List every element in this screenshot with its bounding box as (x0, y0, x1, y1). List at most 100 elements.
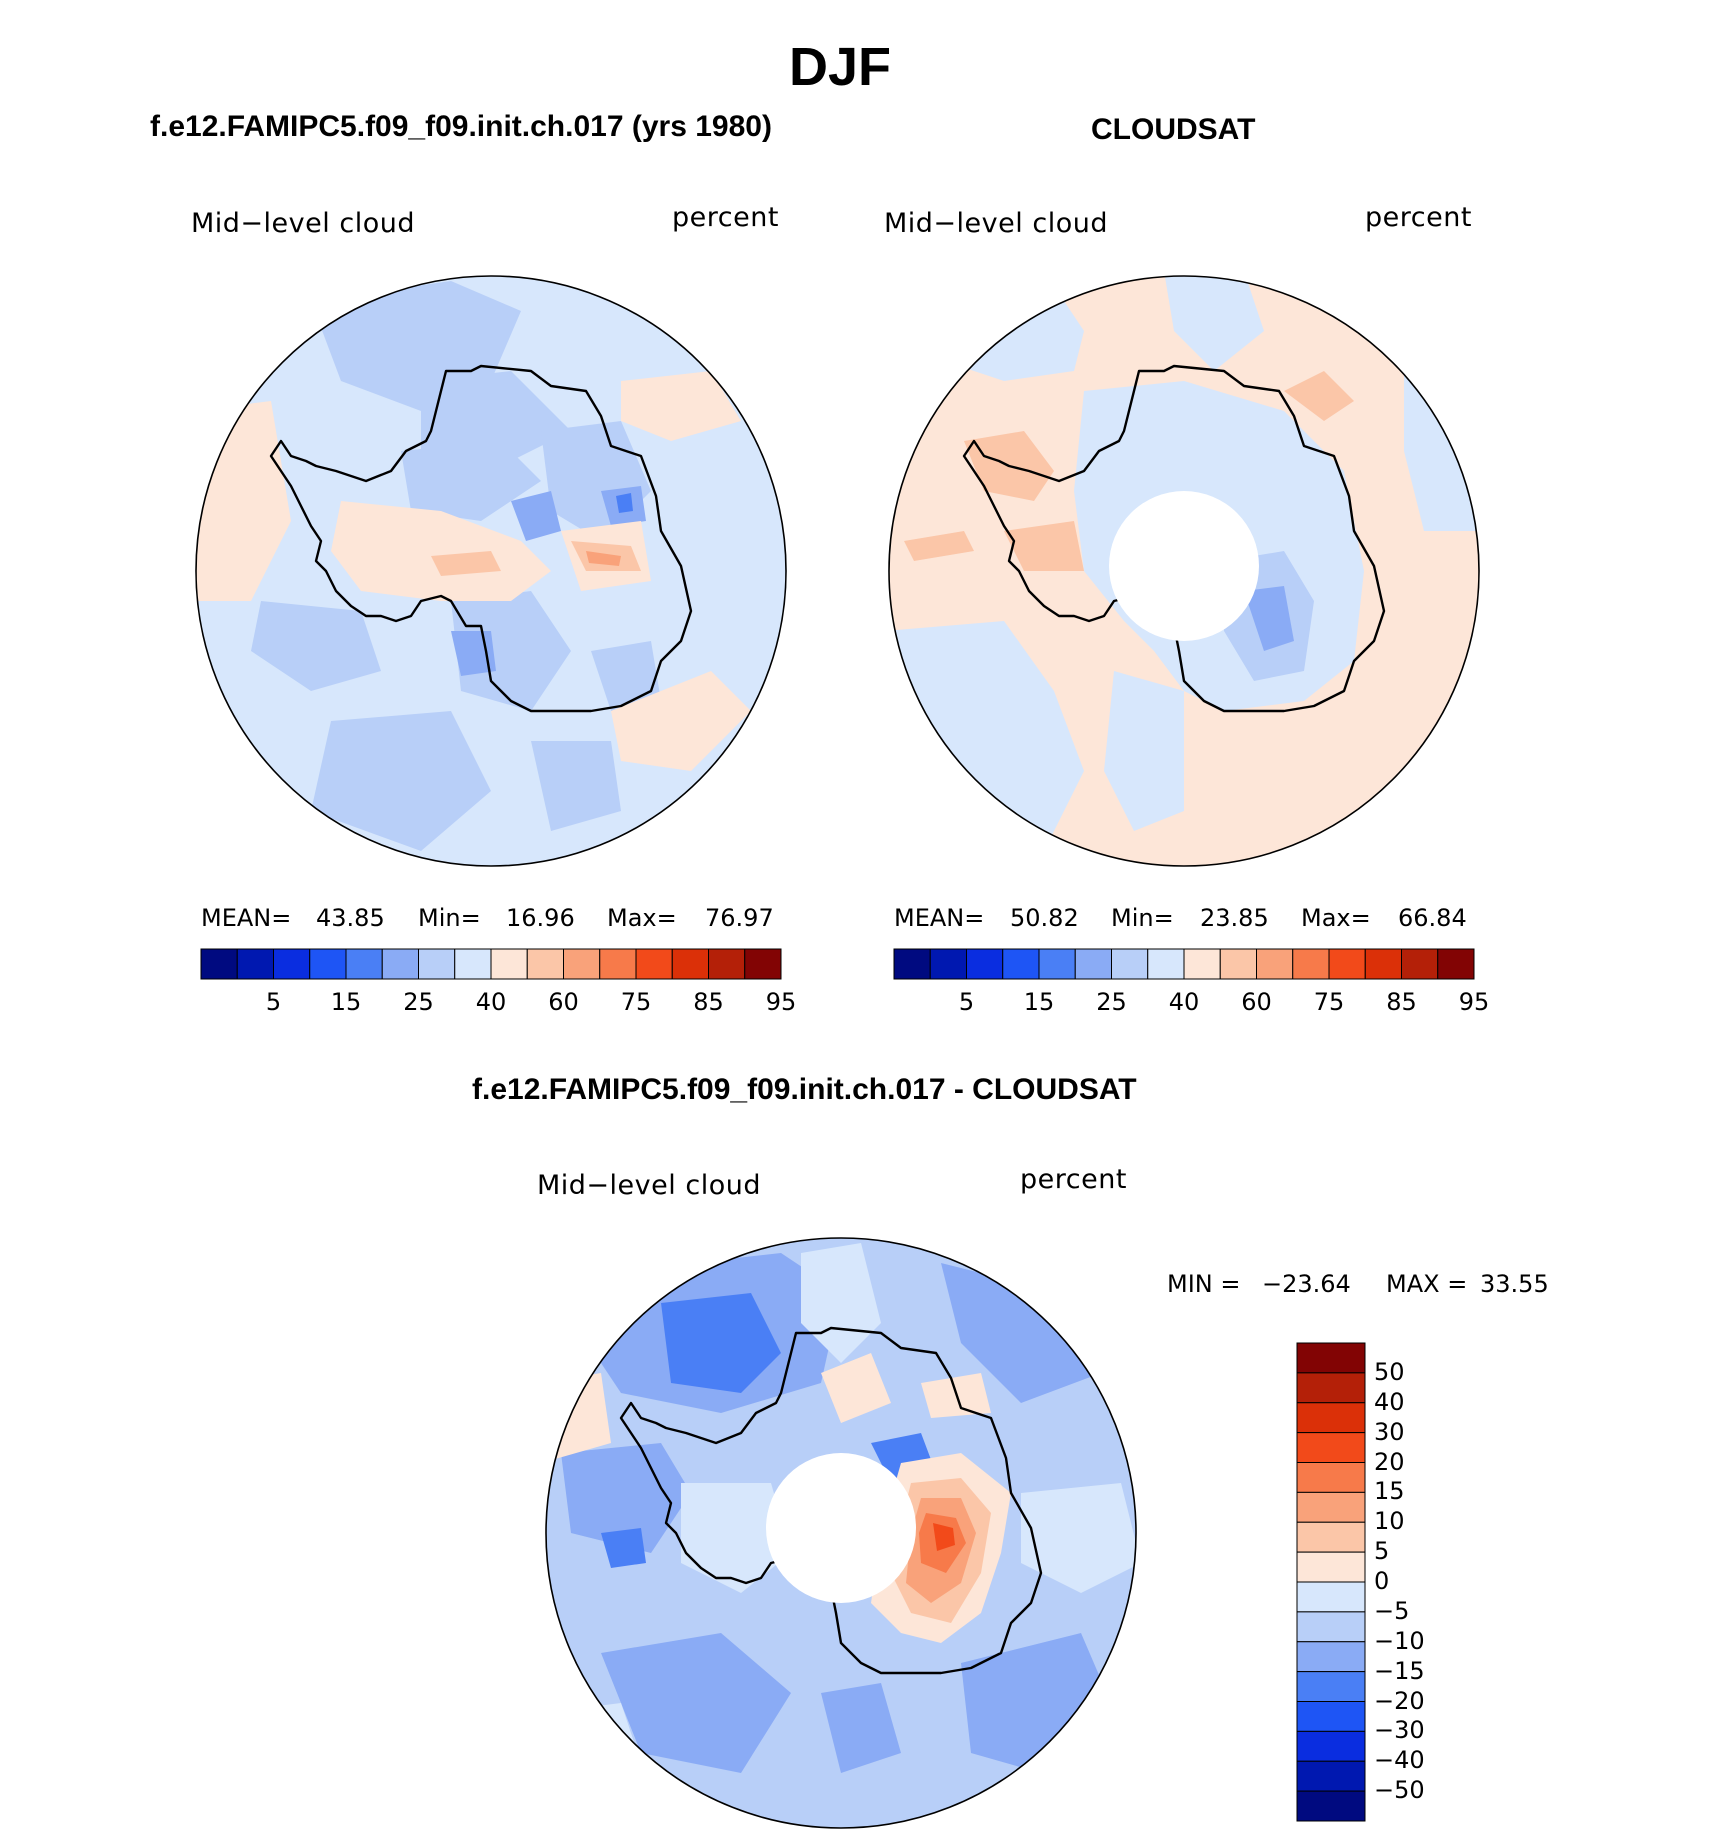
colorbar-model (200, 948, 782, 980)
cloud-field-patch (311, 711, 491, 851)
colorbar-obs (893, 948, 1475, 980)
min-label-obs: Min= (1111, 904, 1174, 932)
colorbar-swatch (1296, 1611, 1366, 1643)
colorbar-swatch (1074, 948, 1112, 980)
colorbar-swatch (1256, 948, 1294, 980)
min-label-diff: MIN = (1167, 1270, 1241, 1298)
colorbar-tick-label: 15 (1374, 1477, 1405, 1506)
units-label-diff: percent (1020, 1164, 1127, 1195)
colorbar-tick-label: 5 (265, 988, 282, 1016)
cloud-field-patch (1021, 1483, 1136, 1593)
colorbar-tick-label: 60 (1241, 988, 1272, 1016)
mean-label-obs: MEAN= (894, 904, 985, 932)
min-value-diff: −23.64 (1262, 1270, 1351, 1298)
colorbar-tick-label: −40 (1374, 1746, 1425, 1775)
colorbar-swatch (1364, 948, 1402, 980)
cloud-field-patch (681, 1483, 791, 1593)
colorbar-swatch (1296, 1701, 1366, 1732)
colorbar-tick-label: 40 (1168, 988, 1200, 1016)
colorbar-swatch (1296, 1402, 1366, 1434)
colorbar-swatch (1296, 1641, 1366, 1673)
cloud-field-patch (1164, 276, 1264, 371)
colorbar-tick-label: 85 (1386, 988, 1417, 1016)
cloud-field-patch (511, 491, 561, 541)
polar-map-diff (545, 1237, 1137, 1829)
colorbar-swatch (1296, 1372, 1366, 1404)
colorbar-swatch (1111, 948, 1149, 980)
panel-title-model: f.e12.FAMIPC5.f09_f09.init.ch.017 (yrs 1… (150, 110, 772, 143)
colorbar-swatch (1296, 1491, 1366, 1523)
panel-title-obs: CLOUDSAT (1091, 113, 1256, 146)
cloud-field-patch (1104, 671, 1184, 831)
colorbar-tick-label: −15 (1374, 1656, 1425, 1685)
colorbar-tick-label: 10 (1374, 1507, 1405, 1536)
colorbar-swatch (708, 948, 746, 980)
colorbar-swatch (1296, 1342, 1366, 1374)
colorbar-swatch (1296, 1730, 1366, 1762)
colorbar-swatch (635, 948, 673, 980)
units-label-obs: percent (1365, 202, 1472, 233)
colorbar-tick-label: 50 (1374, 1357, 1405, 1386)
colorbar-tick-label: 0 (1374, 1567, 1390, 1595)
colorbar-tick-label: 25 (1096, 988, 1127, 1016)
colorbar-diff (1296, 1342, 1366, 1822)
cloud-field-patch (401, 441, 541, 521)
colorbar-ticks-diff: 50 40 30 20 15 10 5 0 −5 −10 −15 −20 −30 −40 −50 (1374, 1343, 1494, 1823)
map-border (195, 275, 787, 867)
polar-map-model (195, 275, 787, 867)
colorbar-swatch (273, 948, 311, 980)
cloud-field-patch (1244, 586, 1294, 651)
cloud-field-patch (561, 1443, 691, 1553)
variable-label-diff: Mid−level cloud (537, 1170, 761, 1201)
mean-value-model: 43.85 (316, 904, 385, 932)
colorbar-swatch (1219, 948, 1257, 980)
colorbar-swatch (1038, 948, 1076, 980)
colorbar-swatch (671, 948, 709, 980)
colorbar-swatch (309, 948, 347, 980)
cloud-field-patch (821, 1353, 891, 1423)
cloud-field-patch (331, 501, 551, 601)
figure-title: DJF (788, 37, 891, 97)
cloud-field-patch (904, 531, 974, 561)
cloud-field-patch (621, 371, 741, 441)
colorbar-swatch (966, 948, 1004, 980)
variable-label-model: Mid−level cloud (191, 208, 415, 239)
cloud-field-patch (1284, 371, 1354, 421)
min-label-model: Min= (418, 904, 481, 932)
cloud-field-patch (431, 551, 501, 576)
colorbar-swatch (1296, 1671, 1366, 1702)
cloud-field-patch (933, 1523, 955, 1551)
cloud-field-patch (661, 1293, 781, 1393)
colorbar-tick-label: 40 (475, 988, 507, 1016)
colorbar-swatch (1296, 1790, 1366, 1822)
colorbar-tick-label: 60 (548, 988, 579, 1016)
colorbar-swatch (1147, 948, 1185, 980)
colorbar-swatch (1328, 948, 1366, 980)
units-label-model: percent (672, 202, 779, 233)
polar-map-obs (888, 275, 1480, 867)
variable-label-obs: Mid−level cloud (884, 208, 1108, 239)
missing-data-hole (1109, 491, 1259, 641)
colorbar-tick-label: 95 (1458, 988, 1490, 1016)
colorbar-swatch (744, 948, 782, 980)
colorbar-swatch (200, 948, 238, 980)
colorbar-tick-label: 75 (1313, 988, 1345, 1016)
colorbar-swatch (236, 948, 274, 980)
cloud-field-patch (531, 741, 621, 831)
colorbar-tick-label: −10 (1374, 1626, 1425, 1655)
colorbar-tick-label: −20 (1374, 1686, 1425, 1715)
cloud-field-patch (251, 601, 381, 691)
colorbar-swatch (526, 948, 564, 980)
cloud-field-patch (821, 1683, 901, 1773)
colorbar-tick-label: 20 (1374, 1447, 1405, 1476)
max-value-obs: 66.84 (1398, 904, 1467, 932)
colorbar-swatch (1296, 1521, 1366, 1553)
coastline (269, 364, 693, 713)
cloud-field-patch (1004, 521, 1084, 571)
colorbar-tick-label: −5 (1374, 1596, 1410, 1625)
max-label-model: Max= (607, 904, 677, 932)
colorbar-swatch (1296, 1432, 1366, 1463)
colorbar-swatch (1296, 1462, 1366, 1493)
colorbar-tick-label: 15 (330, 988, 362, 1016)
cloud-field-patch (586, 551, 621, 566)
